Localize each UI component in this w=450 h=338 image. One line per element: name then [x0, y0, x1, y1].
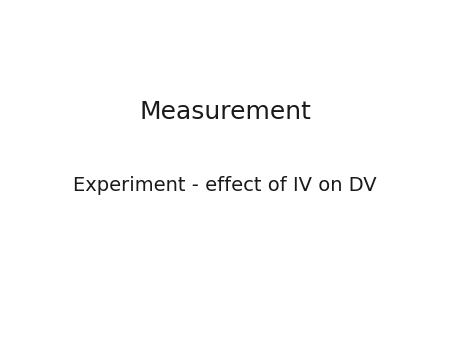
- Text: Measurement: Measurement: [139, 99, 311, 124]
- Text: Experiment - effect of IV on DV: Experiment - effect of IV on DV: [73, 176, 377, 195]
